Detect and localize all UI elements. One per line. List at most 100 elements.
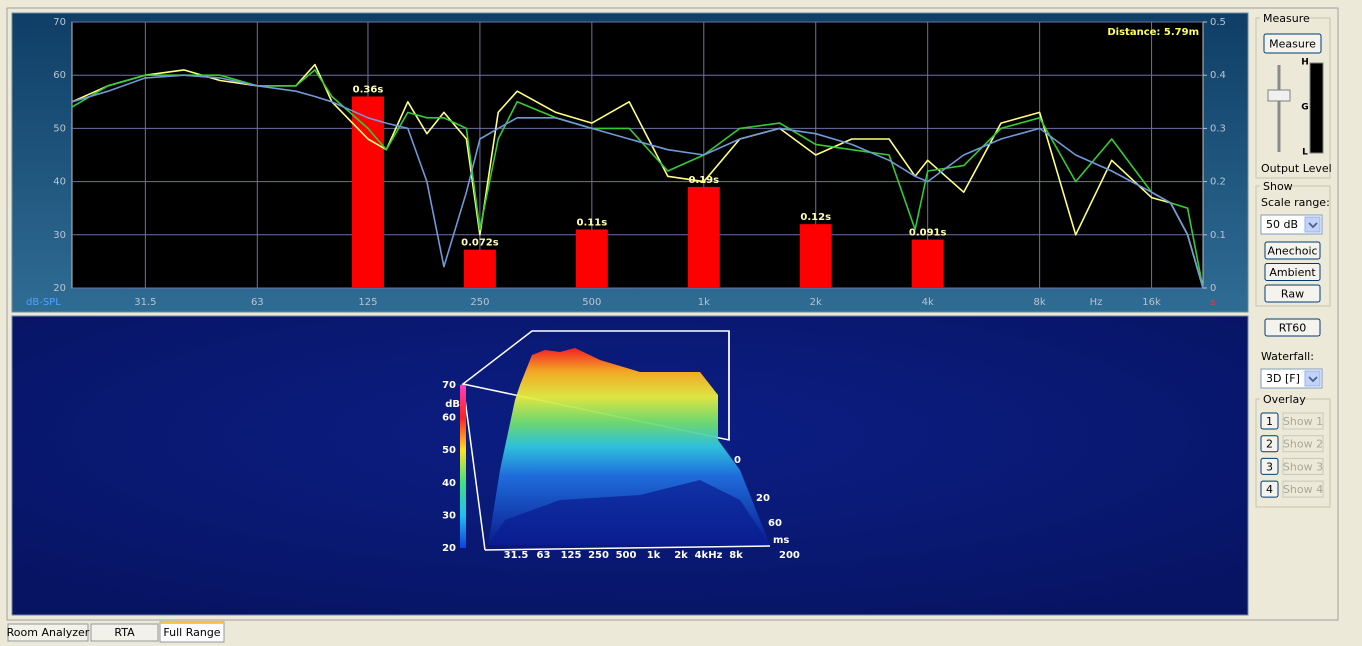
group-title-bg [1260,181,1292,193]
freq-label: 4kHz [695,550,723,561]
tab-label[interactable]: Full Range [163,626,220,639]
group-box [1255,185,1331,307]
box-edge [484,545,771,551]
freq-label: 63 [537,550,551,561]
mode-button-label[interactable]: Anechoic [1267,245,1317,258]
waterfall-floor [488,480,770,545]
mode-button-label[interactable]: Raw [1281,288,1304,301]
overlay-show[interactable] [1282,412,1324,430]
tab-label[interactable]: Room Analyzer [7,626,90,639]
y-tick-label: 20 [53,283,66,294]
rt60-bar [687,186,720,288]
z-tick-label: 20 [442,543,456,554]
dropdown-arrow-icon [1308,222,1318,229]
tab[interactable] [7,623,89,642]
overlay-show[interactable] [1282,435,1324,453]
time-label: ms [773,535,789,546]
freq-label: 31.5 [504,550,529,561]
panel-label: Show [1263,180,1293,193]
dropdown-value[interactable]: 50 dB [1266,218,1298,231]
overlay-show-label[interactable]: Show 4 [1283,483,1323,496]
y2-tick-label: 0.2 [1210,177,1226,188]
y2-tick-label: 0.4 [1210,70,1226,81]
x-tick-label: 250 [470,297,489,308]
bar-value-label: 0.12s [800,212,831,223]
overlay-show[interactable] [1282,457,1324,475]
overlay-show-label[interactable]: Show 3 [1283,460,1323,473]
rt60-bar [799,224,832,288]
z-tick-label: 70 [442,380,456,391]
tab[interactable] [90,623,159,642]
mode-button[interactable] [1264,263,1321,281]
time-label: 200 [779,550,800,561]
freq-label: 250 [588,550,609,561]
overlay-number-label[interactable]: 2 [1266,438,1273,451]
window-frame [6,7,1339,621]
x-tick-label: 125 [358,297,377,308]
tab-label[interactable]: RTA [114,626,135,639]
overlay-number-label[interactable]: 4 [1266,483,1273,496]
panel-label: G [1301,103,1308,113]
slider-thumb[interactable] [1267,89,1291,102]
freq-label: 125 [561,550,582,561]
group-title-bg [1260,394,1302,406]
x-tick-label: 2k [810,297,822,308]
panel-label: Scale range: [1261,196,1330,209]
measure-button-label[interactable]: Measure [1269,38,1316,51]
rt60-button[interactable] [1264,318,1321,337]
y2-tick-label: 0.5 [1210,17,1226,28]
overlay-show[interactable] [1282,480,1324,498]
x-tick-label: 500 [582,297,601,308]
overlay-number-label[interactable]: 3 [1266,460,1273,473]
z-axis-label: dB [445,399,460,410]
rt60-button-label[interactable]: RT60 [1279,322,1307,335]
y2-tick-label: 0.1 [1210,230,1226,241]
z-tick-label: 30 [442,510,456,521]
x-tick-label: 4k [922,297,934,308]
time-label: 0 [734,455,741,466]
waterfall-plot: 70 60 50 40 30 20 dB 31.5 63 125 250 500 1k 2k 4kHz 8k 0… [442,330,800,561]
time-label: 60 [768,518,782,529]
response-line [71,74,1204,289]
mode-button[interactable] [1264,241,1321,260]
overlay-number-label[interactable]: 1 [1266,415,1273,428]
overlay-show-label[interactable]: Show 1 [1283,415,1323,428]
dropdown-arrow[interactable] [1304,216,1321,233]
bar-value-label: 0.36s [353,84,384,95]
overlay-number[interactable] [1260,457,1279,475]
panel-label: Output Level [1261,162,1332,175]
rt60-bar [575,229,608,288]
x-axis-label: Hz [1090,297,1103,308]
panel-label: Overlay [1263,393,1306,406]
mode-button[interactable] [1264,284,1321,303]
overlay-show-label[interactable]: Show 2 [1283,438,1323,451]
freq-label: 2k [674,550,688,561]
dropdown-arrow[interactable] [1304,370,1321,387]
measure-button[interactable] [1263,33,1322,54]
x-tick-label: 8k [1034,297,1046,308]
dropdown-value[interactable]: 3D [F] [1266,372,1300,385]
level-meter [1309,62,1324,154]
frequency-chart: 20 30 40 50 60 70 0 0.1 0.2 0.3 0.4 0.5 31.5 63 125 250… [26,17,1226,308]
y2-axis-label: s [1210,297,1215,308]
z-tick-label: 40 [442,478,456,489]
rt60-bar [911,239,944,288]
x-tick-label: 31.5 [134,297,156,308]
y-tick-label: 30 [53,230,66,241]
bar-value-label: 0.11s [577,217,608,228]
bar-value-label: 0.091s [909,228,947,239]
annotation: Distance: 5.79m [1107,27,1199,38]
rt60-bar [351,96,384,288]
panel-label: L [1302,148,1308,158]
rt60-bar [463,249,496,288]
x-tick-label: 63 [251,297,264,308]
color-scale [460,385,466,548]
overlay-number[interactable] [1260,412,1279,430]
overlay-number[interactable] [1260,435,1279,453]
panel-label: Measure [1263,12,1310,25]
mode-button-label[interactable]: Ambient [1269,266,1316,279]
plot-area [71,21,1204,289]
overlay-number[interactable] [1260,480,1279,498]
time-label: 20 [756,493,770,504]
